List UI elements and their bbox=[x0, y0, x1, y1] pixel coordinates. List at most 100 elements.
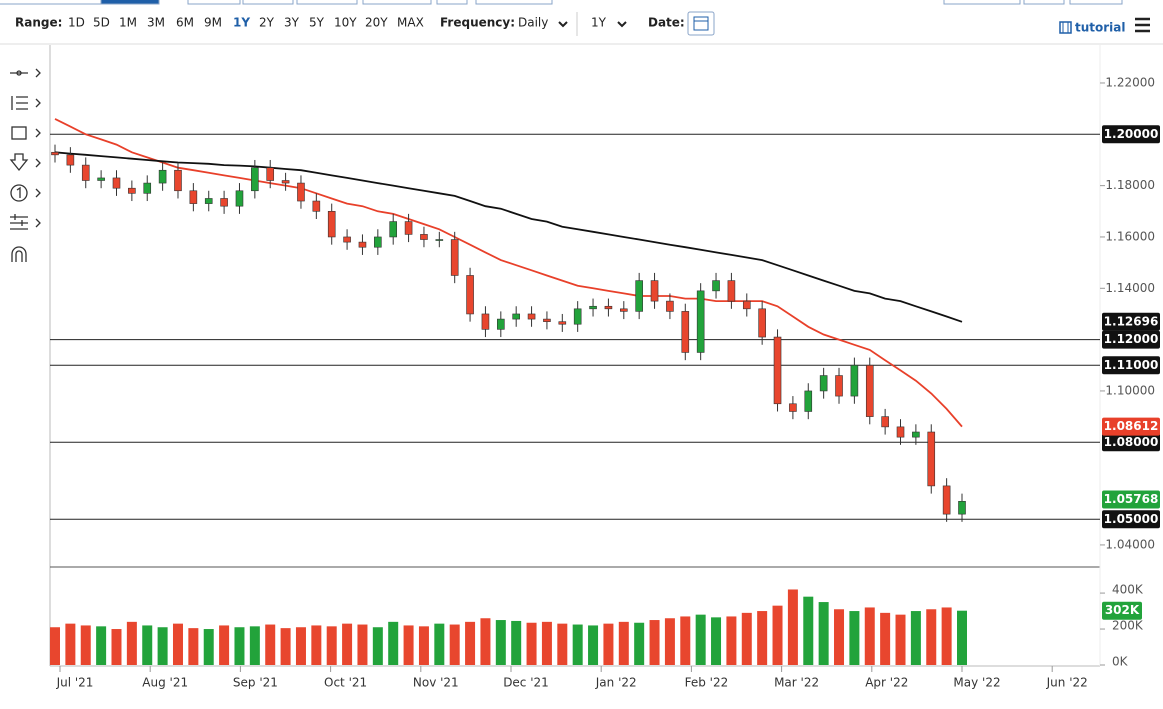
candle-body bbox=[896, 426, 905, 438]
range-button[interactable]: MAX bbox=[397, 16, 424, 30]
volume-bar bbox=[65, 623, 76, 665]
x-tick-label: Jan '22 bbox=[595, 676, 637, 690]
range-button[interactable]: 6M bbox=[176, 16, 194, 30]
volume-bar bbox=[680, 616, 691, 665]
volume-bar bbox=[111, 629, 122, 665]
level-badge bbox=[1102, 330, 1160, 349]
volume-bar bbox=[80, 625, 91, 665]
candle-body bbox=[297, 182, 305, 202]
level-label: 1.20000 bbox=[1104, 127, 1159, 141]
volume-bar bbox=[526, 622, 537, 665]
volume-bar bbox=[96, 626, 107, 665]
y-tick-label: 1.14000 bbox=[1105, 281, 1155, 295]
range-button[interactable]: 5D bbox=[93, 16, 110, 30]
candle-body bbox=[635, 280, 643, 312]
range-button[interactable]: 1Y bbox=[233, 16, 250, 30]
volume-bar bbox=[880, 612, 891, 665]
date-label: Date: bbox=[648, 16, 685, 30]
volume-bar bbox=[357, 624, 368, 665]
frequency-select[interactable]: Daily bbox=[518, 16, 548, 30]
range-button[interactable]: 10Y bbox=[334, 16, 357, 30]
candle-body bbox=[742, 300, 751, 310]
level-badge bbox=[1102, 433, 1160, 452]
candle-body bbox=[128, 187, 136, 194]
candle-body bbox=[666, 300, 674, 312]
candle-body bbox=[189, 190, 198, 204]
y-tick-label: 1.10000 bbox=[1105, 383, 1155, 397]
calendar-button[interactable] bbox=[687, 11, 715, 36]
candle-body bbox=[374, 236, 382, 248]
tutorial-link[interactable]: tutorial bbox=[1075, 21, 1126, 35]
volume-bar bbox=[787, 589, 798, 665]
volume-bar bbox=[188, 628, 199, 665]
range-button[interactable]: 9M bbox=[204, 16, 222, 30]
volume-bar bbox=[711, 617, 722, 665]
x-tick-label: Feb '22 bbox=[685, 676, 729, 690]
drawing-tools[interactable] bbox=[9, 68, 41, 262]
volume-bar bbox=[388, 621, 399, 665]
volume-bar bbox=[372, 627, 383, 665]
volume-bar bbox=[695, 614, 706, 665]
candle-body bbox=[112, 177, 121, 189]
x-tick-label: Dec '21 bbox=[503, 676, 549, 690]
volume-bar bbox=[342, 623, 353, 665]
candle-body bbox=[481, 313, 490, 330]
x-tick-label: Jun '22 bbox=[1046, 676, 1088, 690]
price-badge bbox=[1102, 312, 1160, 331]
range-button[interactable]: 20Y bbox=[365, 16, 388, 30]
candle-body bbox=[712, 280, 720, 292]
volume-bar bbox=[772, 605, 783, 665]
x-tick-label: Nov '21 bbox=[413, 676, 459, 690]
y-tick-label: 1.22000 bbox=[1105, 75, 1155, 89]
candle-body bbox=[327, 211, 336, 238]
range-button[interactable]: 3Y bbox=[284, 16, 300, 30]
volume-bar bbox=[603, 623, 614, 665]
volume-badge bbox=[1102, 601, 1142, 620]
level-badge bbox=[1102, 510, 1160, 529]
tutorial-icon bbox=[1059, 21, 1072, 34]
x-tick-label: Sep '21 bbox=[233, 676, 278, 690]
range-button[interactable]: 2Y bbox=[259, 16, 275, 30]
volume-bar bbox=[649, 620, 660, 665]
volume-bar bbox=[434, 623, 445, 665]
period-select[interactable]: 1Y bbox=[591, 16, 607, 30]
candle-body bbox=[819, 375, 828, 392]
candle-body bbox=[912, 431, 920, 438]
volume-bar bbox=[572, 624, 583, 665]
range-button[interactable]: 1D bbox=[68, 16, 85, 30]
level-label: 1.11000 bbox=[1104, 358, 1159, 372]
candle-body bbox=[604, 305, 613, 310]
volume-bar bbox=[480, 618, 491, 665]
volume-bar bbox=[618, 621, 629, 665]
volume-bar bbox=[172, 623, 183, 665]
level-label: 1.12000 bbox=[1104, 332, 1159, 346]
volume-bar bbox=[726, 616, 737, 665]
y-tick-label: 1.18000 bbox=[1105, 178, 1155, 192]
candle-body bbox=[527, 313, 536, 320]
volume-bar bbox=[311, 625, 322, 665]
candle-body bbox=[804, 390, 813, 412]
range-button[interactable]: 5Y bbox=[309, 16, 325, 30]
candle-body bbox=[850, 364, 859, 397]
candle-body bbox=[619, 308, 628, 312]
volume-bar bbox=[142, 625, 153, 665]
menu-button[interactable] bbox=[1135, 17, 1150, 33]
range-button[interactable]: 3M bbox=[147, 16, 165, 30]
candle-body bbox=[558, 321, 567, 325]
price-badge-label: 1.12696 bbox=[1104, 314, 1159, 328]
range-label: Range: bbox=[15, 16, 62, 30]
volume-bar bbox=[588, 625, 599, 665]
candle-body bbox=[927, 431, 936, 487]
candle-body bbox=[420, 234, 428, 240]
candle-body bbox=[51, 151, 59, 156]
volume-tick-label: 400K bbox=[1112, 583, 1144, 597]
level-label: 1.05000 bbox=[1104, 512, 1159, 526]
x-tick-label: Mar '22 bbox=[774, 676, 819, 690]
candle-body bbox=[773, 336, 782, 405]
range-button[interactable]: 1M bbox=[119, 16, 137, 30]
frequency-label: Frequency: bbox=[440, 16, 515, 30]
volume-bar bbox=[895, 614, 906, 665]
volume-bar bbox=[465, 621, 476, 665]
candle-body bbox=[466, 275, 474, 315]
